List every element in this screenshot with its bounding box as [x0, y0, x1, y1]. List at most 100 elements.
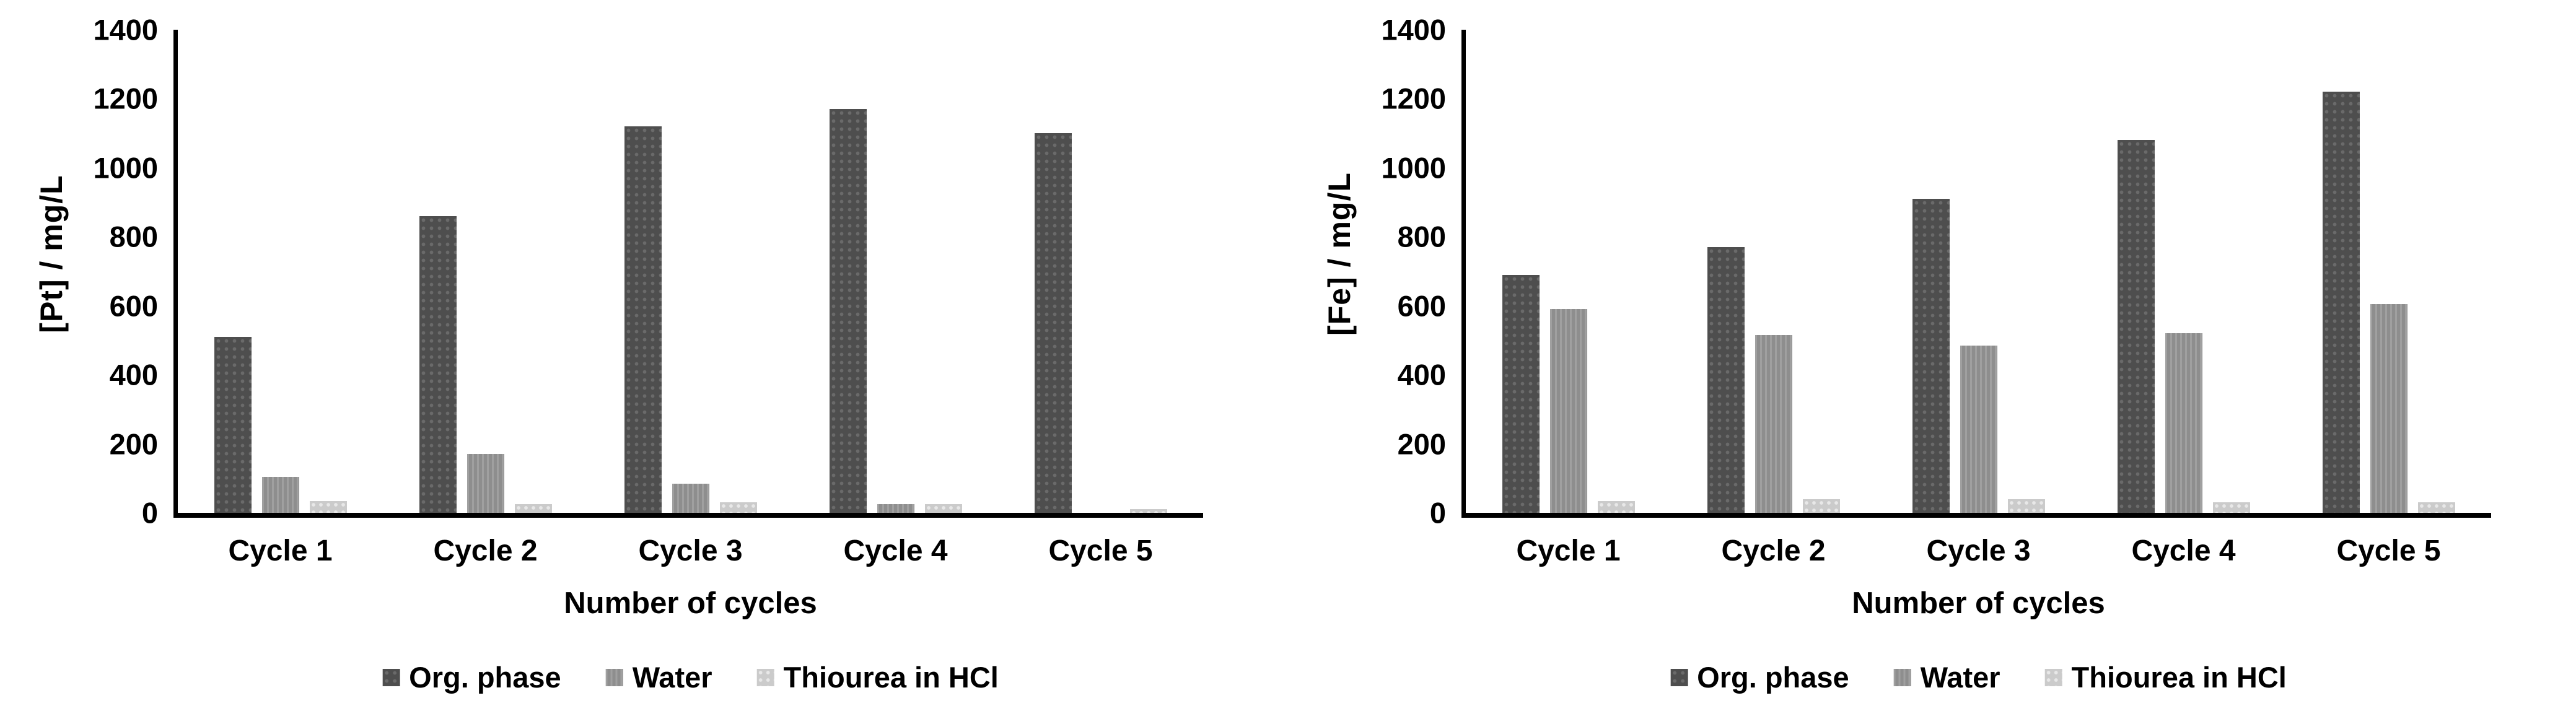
- y-tick-label-0: 0: [1429, 496, 1446, 530]
- y-tick-label-400: 400: [1397, 358, 1446, 391]
- bar-thiourea-in-hcl-cycle-4: [2212, 502, 2250, 513]
- y-tick-label-1200: 1200: [1381, 82, 1446, 115]
- bar-org-phase-cycle-4: [2117, 140, 2155, 513]
- bar-thiourea-in-hcl-cycle-3: [2007, 499, 2045, 513]
- y-axis-ticks: 0 200 400 600 800 1000 1200 1400: [1365, 15, 1461, 528]
- legend-label-thiourea-in-hcl: Thiourea in HCl: [783, 661, 999, 694]
- bar-group-cycle-1: Cycle 1: [214, 30, 347, 566]
- bar-thiourea-in-hcl-cycle-1: [309, 500, 347, 513]
- legend-label-water: Water: [1920, 661, 2000, 694]
- x-tick-label-cycle-4: Cycle 4: [2131, 534, 2236, 567]
- bar-group-cycle-4: Cycle 4: [829, 30, 962, 566]
- legend-swatch-water: [605, 668, 623, 686]
- bar-thiourea-in-hcl-cycle-2: [514, 504, 552, 513]
- bar-thiourea-in-hcl-cycle-1: [1597, 500, 1635, 513]
- y-tick-label-600: 600: [109, 289, 158, 323]
- bar-groups: Cycle 1 Cycle 2 Cycle 3 Cycle 4 Cycle 5: [178, 30, 1203, 566]
- bar-water-cycle-1: [261, 476, 299, 513]
- y-tick-label-200: 200: [109, 427, 158, 461]
- bar-thiourea-in-hcl-cycle-5: [2417, 502, 2455, 513]
- y-tick-label-1200: 1200: [93, 82, 158, 115]
- legend-swatch-thiourea-in-hcl: [2044, 668, 2062, 686]
- y-axis-title-label: [Pt] / mg/L: [33, 175, 69, 334]
- bar-water-cycle-3: [1960, 345, 1997, 513]
- chart-fe: [Fe] / mg/L 0 200 400 600 800 1000 1200 1400 Cy…: [1288, 0, 2576, 711]
- bar-org-phase-cycle-5: [1034, 133, 1072, 513]
- legend-item-water: Water: [605, 660, 712, 694]
- x-tick-label-cycle-3: Cycle 3: [638, 534, 743, 567]
- legend-label-thiourea-in-hcl: Thiourea in HCl: [2071, 661, 2287, 694]
- bar-group-cycle-5: Cycle 5: [2322, 30, 2455, 566]
- bar-thiourea-in-hcl-cycle-2: [1802, 499, 1840, 513]
- y-axis-title-fe: [Fe] / mg/L: [1313, 30, 1365, 518]
- y-axis-title-pt: [Pt] / mg/L: [25, 30, 77, 518]
- bar-group-cycle-2: Cycle 2: [1707, 30, 1840, 566]
- plot-area: Cycle 1 Cycle 2 Cycle 3 Cycle 4 Cycle 5 Numb…: [1461, 30, 2491, 694]
- legend-label-org-phase: Org. phase: [1697, 661, 1849, 694]
- bar-group-cycle-3: Cycle 3: [1912, 30, 2045, 566]
- bar-water-cycle-1: [1549, 309, 1587, 513]
- x-tick-label-cycle-1: Cycle 1: [228, 534, 333, 567]
- bar-org-phase-cycle-2: [1707, 247, 1745, 513]
- chart-pt: [Pt] / mg/L 0 200 400 600 800 1000 1200 1400 Cy…: [25, 15, 1288, 694]
- bar-group-cycle-4: Cycle 4: [2117, 30, 2250, 566]
- bar-thiourea-in-hcl-cycle-5: [1129, 509, 1167, 513]
- y-tick-label-800: 800: [109, 220, 158, 253]
- y-axis-title-label: [Fe] / mg/L: [1321, 172, 1357, 336]
- x-tick-label-cycle-2: Cycle 2: [433, 534, 538, 567]
- y-tick-label-1400: 1400: [1381, 13, 1446, 46]
- chart-pt-body: [Pt] / mg/L 0 200 400 600 800 1000 1200 1400 Cy…: [25, 15, 1288, 694]
- legend-label-water: Water: [632, 661, 712, 694]
- bar-thiourea-in-hcl-cycle-3: [719, 502, 757, 513]
- bar-org-phase-cycle-5: [2322, 92, 2360, 513]
- legend-swatch-org-phase: [1670, 668, 1688, 686]
- x-tick-label-cycle-3: Cycle 3: [1926, 534, 2031, 567]
- bar-water-cycle-3: [672, 483, 709, 513]
- y-tick-label-1000: 1000: [1381, 151, 1446, 185]
- bar-org-phase-cycle-4: [829, 109, 867, 513]
- legend-item-water: Water: [1893, 660, 2000, 694]
- bar-water-cycle-2: [467, 454, 504, 513]
- legend-item-org-phase: Org. phase: [382, 660, 561, 694]
- bar-water-cycle-4: [2165, 333, 2202, 513]
- bar-group-cycle-1: Cycle 1: [1502, 30, 1635, 566]
- y-tick-label-600: 600: [1397, 289, 1446, 323]
- y-tick-label-1400: 1400: [93, 13, 158, 46]
- x-tick-label-cycle-5: Cycle 5: [2336, 534, 2441, 567]
- y-tick-label-0: 0: [141, 496, 158, 530]
- y-tick-label-1000: 1000: [93, 151, 158, 185]
- x-axis-title: Number of cycles: [1852, 587, 2105, 620]
- bar-group-cycle-3: Cycle 3: [624, 30, 757, 566]
- y-tick-label-800: 800: [1397, 220, 1446, 253]
- plot-area: Cycle 1 Cycle 2 Cycle 3 Cycle 4 Cycle 5 Numb…: [173, 30, 1203, 694]
- bar-group-cycle-2: Cycle 2: [419, 30, 552, 566]
- bar-group-cycle-5: Cycle 5: [1034, 30, 1167, 566]
- legend-label-org-phase: Org. phase: [409, 661, 561, 694]
- bar-groups: Cycle 1 Cycle 2 Cycle 3 Cycle 4 Cycle 5: [1466, 30, 2491, 566]
- legend-item-org-phase: Org. phase: [1670, 660, 1849, 694]
- legend-item-thiourea-in-hcl: Thiourea in HCl: [756, 660, 999, 694]
- legend-swatch-org-phase: [382, 668, 400, 686]
- bar-water-cycle-5: [2370, 303, 2407, 513]
- x-tick-label-cycle-5: Cycle 5: [1048, 534, 1153, 567]
- bar-water-cycle-2: [1755, 335, 1792, 513]
- x-tick-label-cycle-1: Cycle 1: [1516, 534, 1621, 567]
- bar-water-cycle-4: [877, 504, 914, 513]
- bar-org-phase-cycle-2: [419, 216, 457, 513]
- chart-fe-body: [Fe] / mg/L 0 200 400 600 800 1000 1200 1400 Cy…: [1313, 15, 2576, 694]
- bar-org-phase-cycle-3: [624, 126, 662, 513]
- y-tick-label-200: 200: [1397, 427, 1446, 461]
- legend-swatch-water: [1893, 668, 1911, 686]
- x-tick-label-cycle-2: Cycle 2: [1721, 534, 1826, 567]
- x-axis-title: Number of cycles: [564, 587, 817, 620]
- legend-item-thiourea-in-hcl: Thiourea in HCl: [2044, 660, 2287, 694]
- bar-org-phase-cycle-1: [1502, 274, 1540, 513]
- x-tick-label-cycle-4: Cycle 4: [843, 534, 948, 567]
- y-tick-label-400: 400: [109, 358, 158, 391]
- bar-org-phase-cycle-1: [214, 336, 252, 513]
- legend: Org. phase Water Thiourea in HCl: [1670, 660, 2287, 694]
- y-axis-ticks: 0 200 400 600 800 1000 1200 1400: [77, 15, 173, 528]
- legend-swatch-thiourea-in-hcl: [756, 668, 774, 686]
- legend: Org. phase Water Thiourea in HCl: [382, 660, 999, 694]
